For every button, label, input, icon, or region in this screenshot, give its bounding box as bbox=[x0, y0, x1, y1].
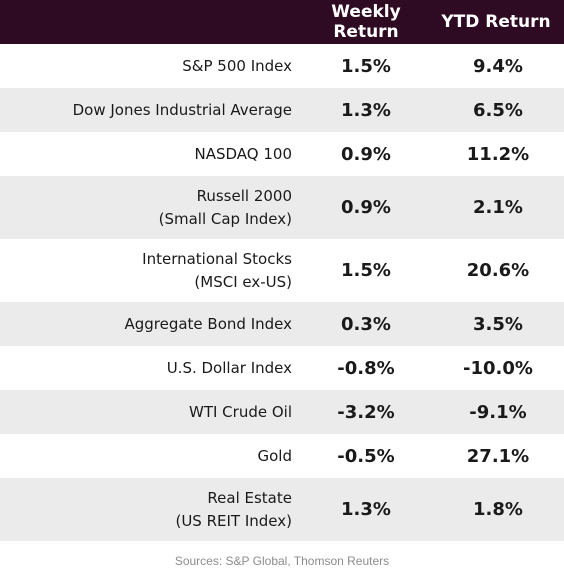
row-label-subline: (Small Cap Index) bbox=[158, 209, 292, 228]
row-label-line: Aggregate Bond Index bbox=[124, 314, 292, 333]
row-label-line: WTI Crude Oil bbox=[189, 402, 292, 421]
ytd-return-value: -10.0% bbox=[463, 357, 533, 379]
weekly-return-value: 0.9% bbox=[304, 176, 428, 239]
row-label-subline: (US REIT Index) bbox=[175, 511, 292, 530]
ytd-return-value: 6.5% bbox=[428, 88, 564, 132]
row-label: Real Estate (US REIT Index) bbox=[0, 478, 304, 541]
header-blank bbox=[0, 0, 304, 44]
weekly-return-value: 1.3% bbox=[304, 88, 428, 132]
table-body: S&P 500 Index 1.5% 9.4% Dow Jones Indust… bbox=[0, 44, 564, 541]
ytd-return-value: -9.1% bbox=[428, 390, 564, 434]
weekly-return-value: 1.5% bbox=[341, 260, 391, 281]
source-note: Sources: S&P Global, Thomson Reuters bbox=[174, 554, 390, 568]
row-label: International Stocks (MSCI ex-US) bbox=[0, 239, 304, 302]
row-label-line: Real Estate bbox=[207, 488, 292, 507]
row-label-line: NASDAQ 100 bbox=[194, 144, 293, 163]
row-label: NASDAQ 100 bbox=[0, 132, 304, 176]
ytd-return-value: 20.6% bbox=[466, 260, 530, 281]
weekly-return-value: -0.5% bbox=[337, 445, 395, 467]
weekly-return-value: -0.8% bbox=[337, 357, 395, 379]
table-row: International Stocks (MSCI ex-US) 1.5% 2… bbox=[0, 239, 564, 302]
weekly-return-value: 0.9% bbox=[341, 143, 391, 165]
row-label: WTI Crude Oil bbox=[0, 390, 304, 434]
ytd-return-value: 9.4% bbox=[473, 55, 523, 77]
row-label: U.S. Dollar Index bbox=[0, 346, 304, 390]
weekly-return-value: 1.3% bbox=[304, 478, 428, 541]
row-label: Aggregate Bond Index bbox=[0, 302, 304, 346]
table-row: Gold -0.5% 27.1% bbox=[0, 434, 564, 478]
table-row: Russell 2000 (Small Cap Index) 0.9% 2.1% bbox=[0, 176, 564, 239]
market-returns-table: Weekly Return YTD Return S&P 500 Index 1… bbox=[0, 0, 564, 541]
row-label-line: Dow Jones Industrial Average bbox=[72, 100, 292, 119]
table-row: Dow Jones Industrial Average 1.3% 6.5% bbox=[0, 88, 564, 132]
weekly-return-value: -3.2% bbox=[304, 390, 428, 434]
header-ytd-return: YTD Return bbox=[428, 0, 564, 44]
row-label: Russell 2000 (Small Cap Index) bbox=[0, 176, 304, 239]
table-row: U.S. Dollar Index -0.8% -10.0% bbox=[0, 346, 564, 390]
ytd-return-value: 2.1% bbox=[428, 176, 564, 239]
row-label: Gold bbox=[0, 434, 304, 478]
ytd-return-value: 11.2% bbox=[466, 143, 530, 165]
ytd-return-value: 1.8% bbox=[428, 478, 564, 541]
row-label-line: Gold bbox=[257, 446, 293, 465]
weekly-return-value: 1.5% bbox=[341, 55, 391, 77]
header-weekly-return: Weekly Return bbox=[304, 0, 428, 44]
row-label-line: U.S. Dollar Index bbox=[166, 358, 292, 377]
ytd-return-value: 27.1% bbox=[466, 445, 530, 467]
row-label-line: International Stocks bbox=[142, 249, 292, 268]
row-label: Dow Jones Industrial Average bbox=[0, 88, 304, 132]
row-label: S&P 500 Index bbox=[0, 44, 304, 88]
table-row: Real Estate (US REIT Index) 1.3% 1.8% bbox=[0, 478, 564, 541]
table-row: S&P 500 Index 1.5% 9.4% bbox=[0, 44, 564, 88]
table-row: Aggregate Bond Index 0.3% 3.5% bbox=[0, 302, 564, 346]
row-label-subline: (MSCI ex-US) bbox=[194, 272, 292, 291]
table-header-row: Weekly Return YTD Return bbox=[0, 0, 564, 44]
row-label-line: Russell 2000 bbox=[196, 186, 292, 205]
row-label-line: S&P 500 Index bbox=[182, 56, 292, 75]
table-row: WTI Crude Oil -3.2% -9.1% bbox=[0, 390, 564, 434]
weekly-return-value: 0.3% bbox=[304, 302, 428, 346]
ytd-return-value: 3.5% bbox=[428, 302, 564, 346]
table-row: NASDAQ 100 0.9% 11.2% bbox=[0, 132, 564, 176]
